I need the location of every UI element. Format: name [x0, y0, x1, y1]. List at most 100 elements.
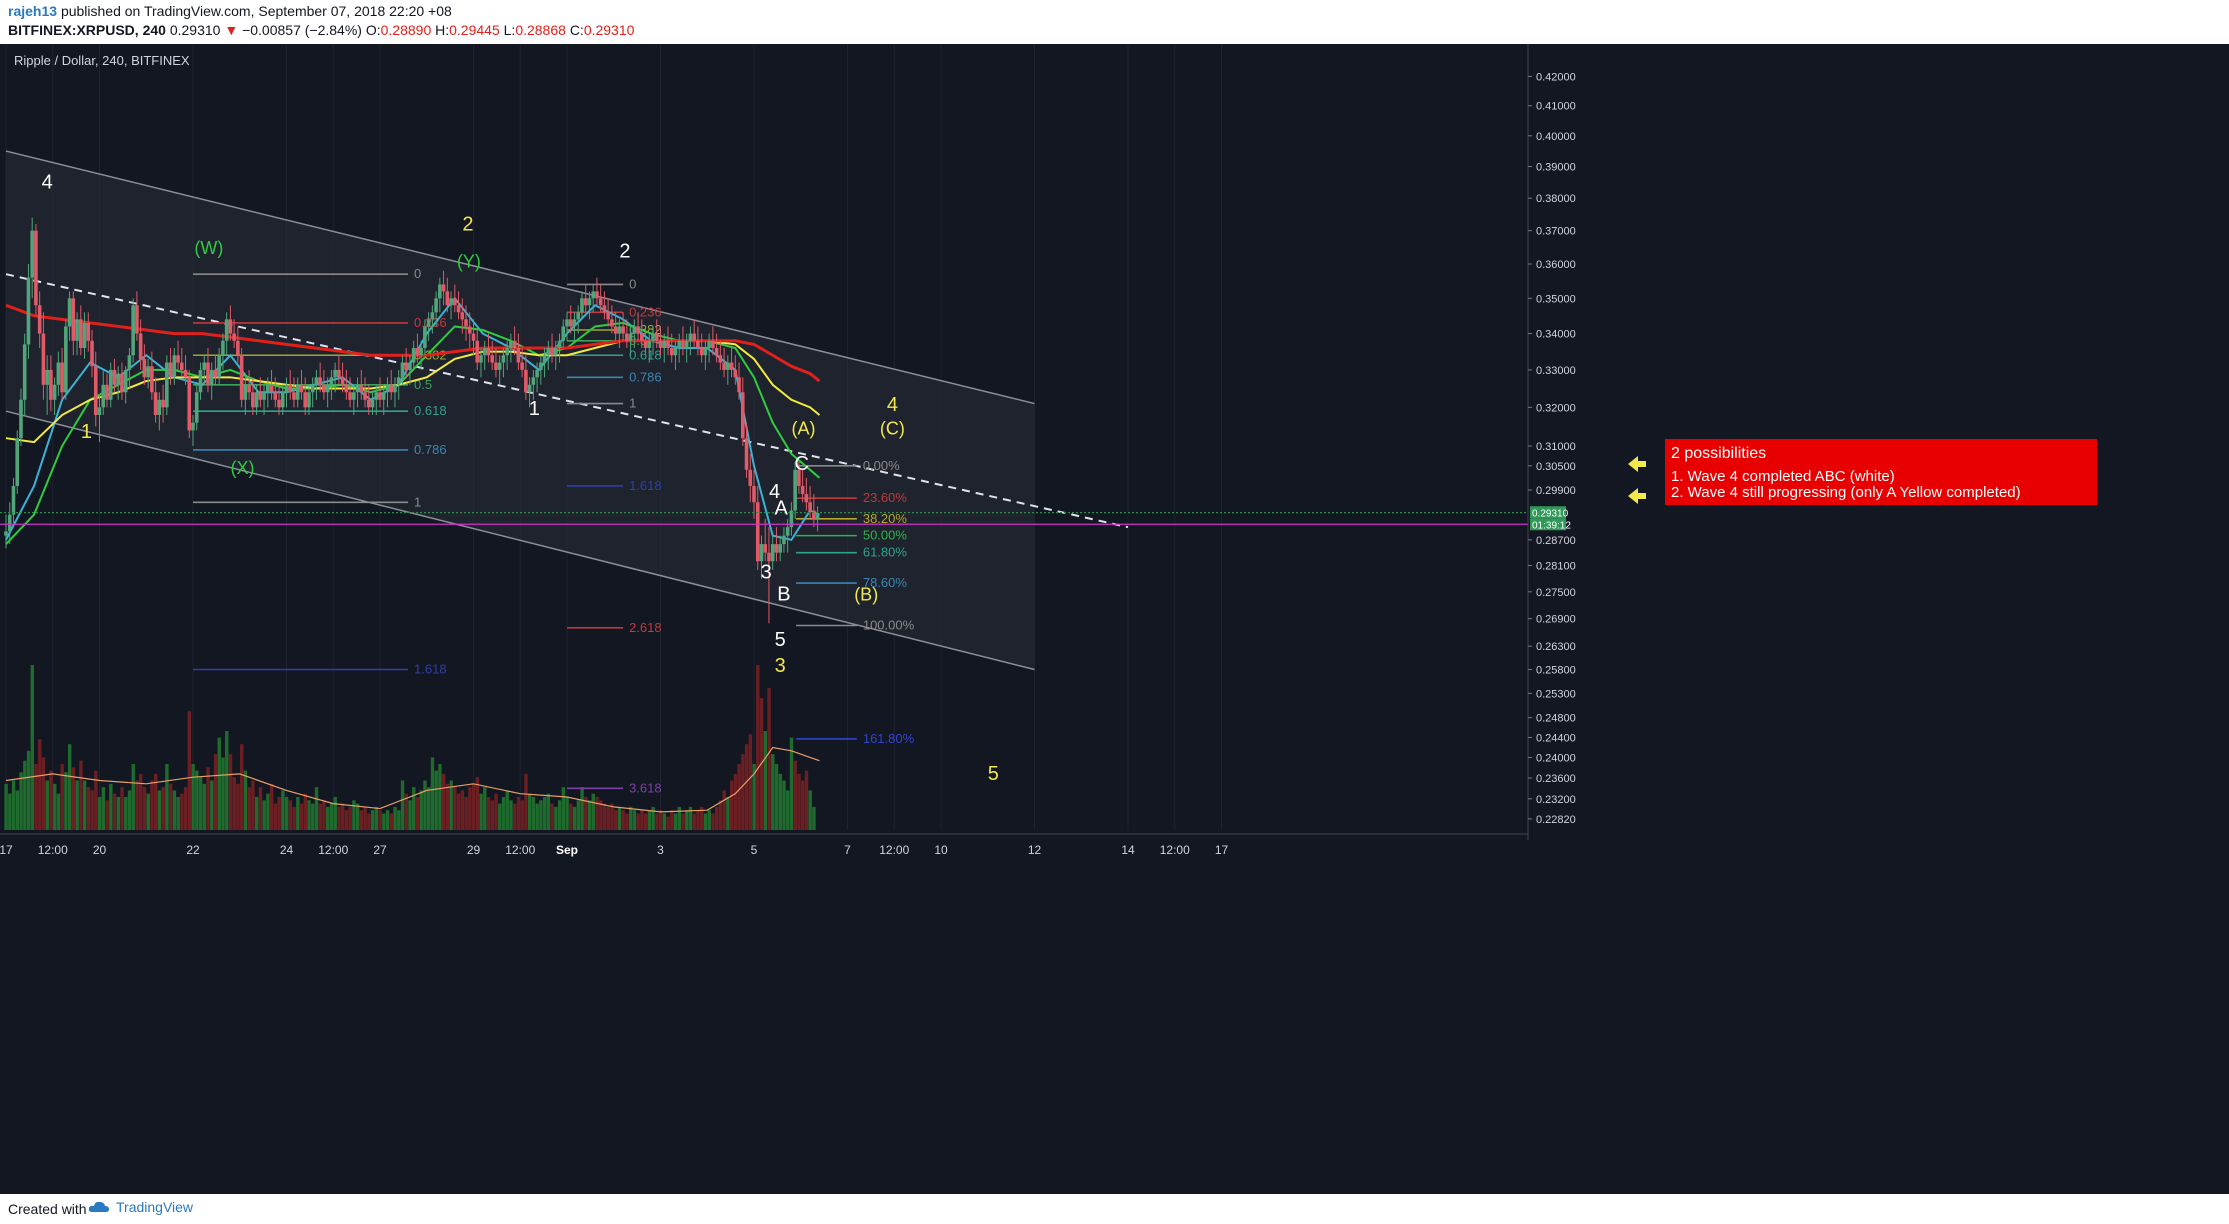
volume-bar — [352, 800, 356, 830]
price-tick-label: 0.23200 — [1536, 794, 1576, 806]
candle-body — [520, 362, 524, 370]
candle-body — [572, 319, 577, 327]
candle-body — [800, 485, 805, 495]
candle-body — [224, 319, 229, 341]
candle-body — [269, 384, 274, 393]
price-tick-label: 0.31000 — [1536, 441, 1576, 453]
volume-bar — [718, 800, 723, 830]
price-tick-label: 0.27500 — [1536, 587, 1576, 599]
candle-body — [531, 377, 536, 385]
price-tick-label: 0.26300 — [1536, 641, 1576, 653]
last-price: 0.29310 — [169, 22, 221, 38]
candle-body — [464, 319, 468, 327]
chart-canvas[interactable]: 00.2360.3820.50.6180.78611.61800.2360.38… — [0, 44, 2229, 1194]
volume-bar — [610, 803, 614, 830]
candle-body — [613, 326, 618, 334]
volume-bar — [236, 783, 240, 830]
volume-bar — [71, 767, 76, 830]
volume-bar — [60, 764, 64, 830]
candle-body — [625, 333, 629, 341]
volume-bar — [778, 773, 782, 830]
volume-bar — [602, 803, 607, 830]
volume-bar — [86, 787, 91, 830]
candle-body — [209, 369, 214, 385]
volume-bar — [243, 770, 248, 830]
volume-bar — [94, 770, 98, 830]
candle-body — [748, 469, 753, 486]
volume-bar — [139, 773, 143, 830]
candle-body — [729, 362, 734, 370]
volume-bar — [453, 787, 457, 830]
candle-body — [755, 502, 760, 562]
chart-area[interactable]: 00.2360.3820.50.6180.78611.61800.2360.38… — [0, 44, 2229, 1194]
volume-bar — [370, 810, 375, 830]
volume-bar — [449, 780, 453, 830]
channel-upper-line[interactable] — [5, 150, 1035, 405]
time-tick-label: 12:00 — [879, 843, 909, 857]
volume-bar — [688, 806, 693, 830]
low-label: L: — [503, 22, 516, 38]
volume-bar — [374, 806, 379, 830]
volume-bar — [281, 790, 285, 830]
symbol-name: BITFINEX:XRPUSD, 240 — [8, 22, 166, 38]
candle-body — [512, 340, 517, 348]
wave-label: 2 — [619, 240, 630, 262]
volume-bar — [771, 754, 775, 830]
candle-body — [56, 362, 61, 385]
candle-body — [692, 333, 696, 341]
volume-bar — [172, 790, 177, 830]
candle-body — [583, 298, 588, 306]
volume-bar — [412, 787, 416, 830]
volume-bar — [359, 810, 364, 830]
volume-bar — [539, 800, 543, 830]
volume-bar — [82, 780, 87, 830]
volume-bar — [363, 806, 367, 830]
volume-bar — [112, 793, 117, 830]
candle-body — [744, 438, 749, 470]
volume-bar — [673, 813, 678, 830]
volume-bar — [393, 806, 397, 830]
candle-body — [666, 340, 670, 348]
countdown-label: 01:39:12 — [1532, 520, 1571, 531]
candle-body — [385, 384, 390, 393]
candle-body — [292, 392, 296, 400]
candle-body — [363, 392, 367, 400]
price-tick-label: 0.42000 — [1536, 71, 1576, 83]
volume-bar — [483, 787, 487, 830]
volume-bar — [397, 810, 401, 830]
candle-body — [254, 392, 259, 408]
candle-body — [37, 305, 42, 334]
volume-bar — [546, 793, 551, 830]
tradingview-link[interactable]: TradingView — [88, 1199, 193, 1215]
volume-bar — [251, 780, 255, 830]
time-tick-label: 17 — [1215, 843, 1229, 857]
volume-bar — [64, 772, 68, 830]
candle-body — [737, 377, 741, 393]
candle-body — [610, 319, 614, 327]
candle-body — [93, 366, 98, 416]
time-tick-label: 14 — [1121, 843, 1135, 857]
time-tick-label: 12 — [1028, 843, 1042, 857]
created-with-text: Created with — [8, 1201, 87, 1217]
candle-body — [591, 291, 595, 299]
volume-bar — [786, 790, 790, 830]
volume-bar — [180, 793, 184, 830]
price-tick-label: 0.25300 — [1536, 688, 1576, 700]
time-tick-label: 3 — [657, 843, 664, 857]
open-label: O: — [365, 22, 381, 38]
wave-label: 5 — [988, 763, 999, 785]
volume-bar — [441, 773, 446, 830]
author-link[interactable]: rajeh13 — [8, 3, 58, 19]
candle-body — [658, 340, 663, 348]
volume-bar — [124, 797, 128, 830]
wave-label: (A) — [792, 418, 816, 438]
annotation-box[interactable] — [1665, 439, 2097, 505]
tradingview-brand-text: TradingView — [116, 1199, 194, 1215]
candle-body — [202, 362, 207, 370]
volume-bar — [640, 810, 644, 830]
channel-lower-line[interactable] — [5, 410, 1035, 671]
candle-body — [322, 384, 326, 393]
candle-body — [116, 373, 120, 385]
channel-midline[interactable] — [5, 273, 1129, 529]
candle-body — [415, 347, 420, 356]
